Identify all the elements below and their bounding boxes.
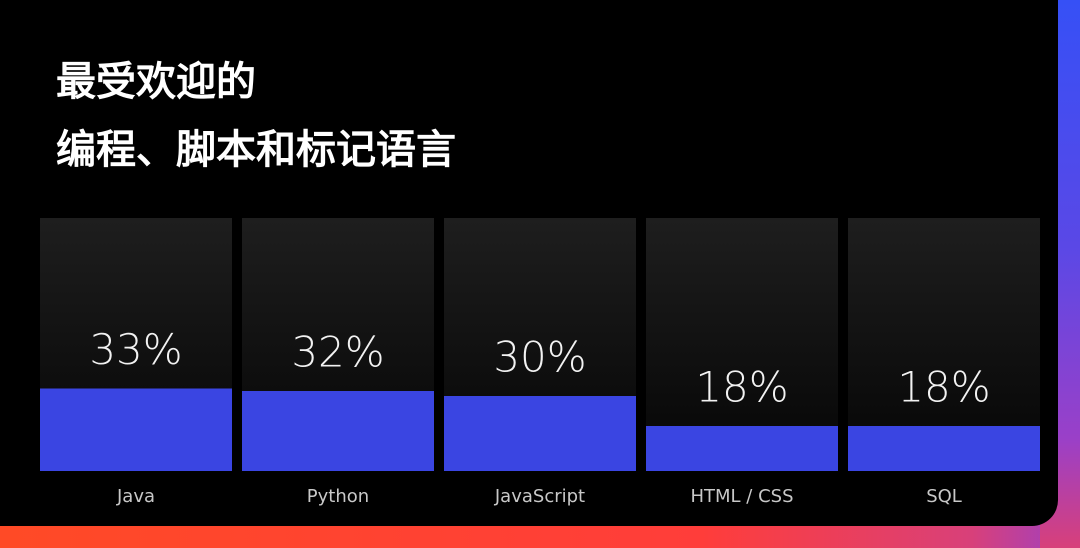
chart-subtitle: 编程、脚本和标记语言 xyxy=(56,127,456,173)
x-tick-label: Java xyxy=(116,486,155,507)
x-tick-label: SQL xyxy=(926,486,962,507)
bar xyxy=(444,396,636,471)
value-label: 18% xyxy=(897,363,990,412)
value-label: 30% xyxy=(493,333,586,382)
bar xyxy=(242,391,434,471)
value-label: 18% xyxy=(695,363,788,412)
bar xyxy=(40,388,232,471)
chart-title: 最受欢迎的 xyxy=(56,59,256,105)
x-tick-label: Python xyxy=(307,486,369,507)
value-label: 32% xyxy=(291,328,384,377)
value-label: 33% xyxy=(89,325,182,374)
bar xyxy=(848,426,1040,471)
bar xyxy=(646,426,838,471)
x-tick-label: HTML / CSS xyxy=(690,486,793,507)
x-tick-label: JavaScript xyxy=(494,486,585,507)
